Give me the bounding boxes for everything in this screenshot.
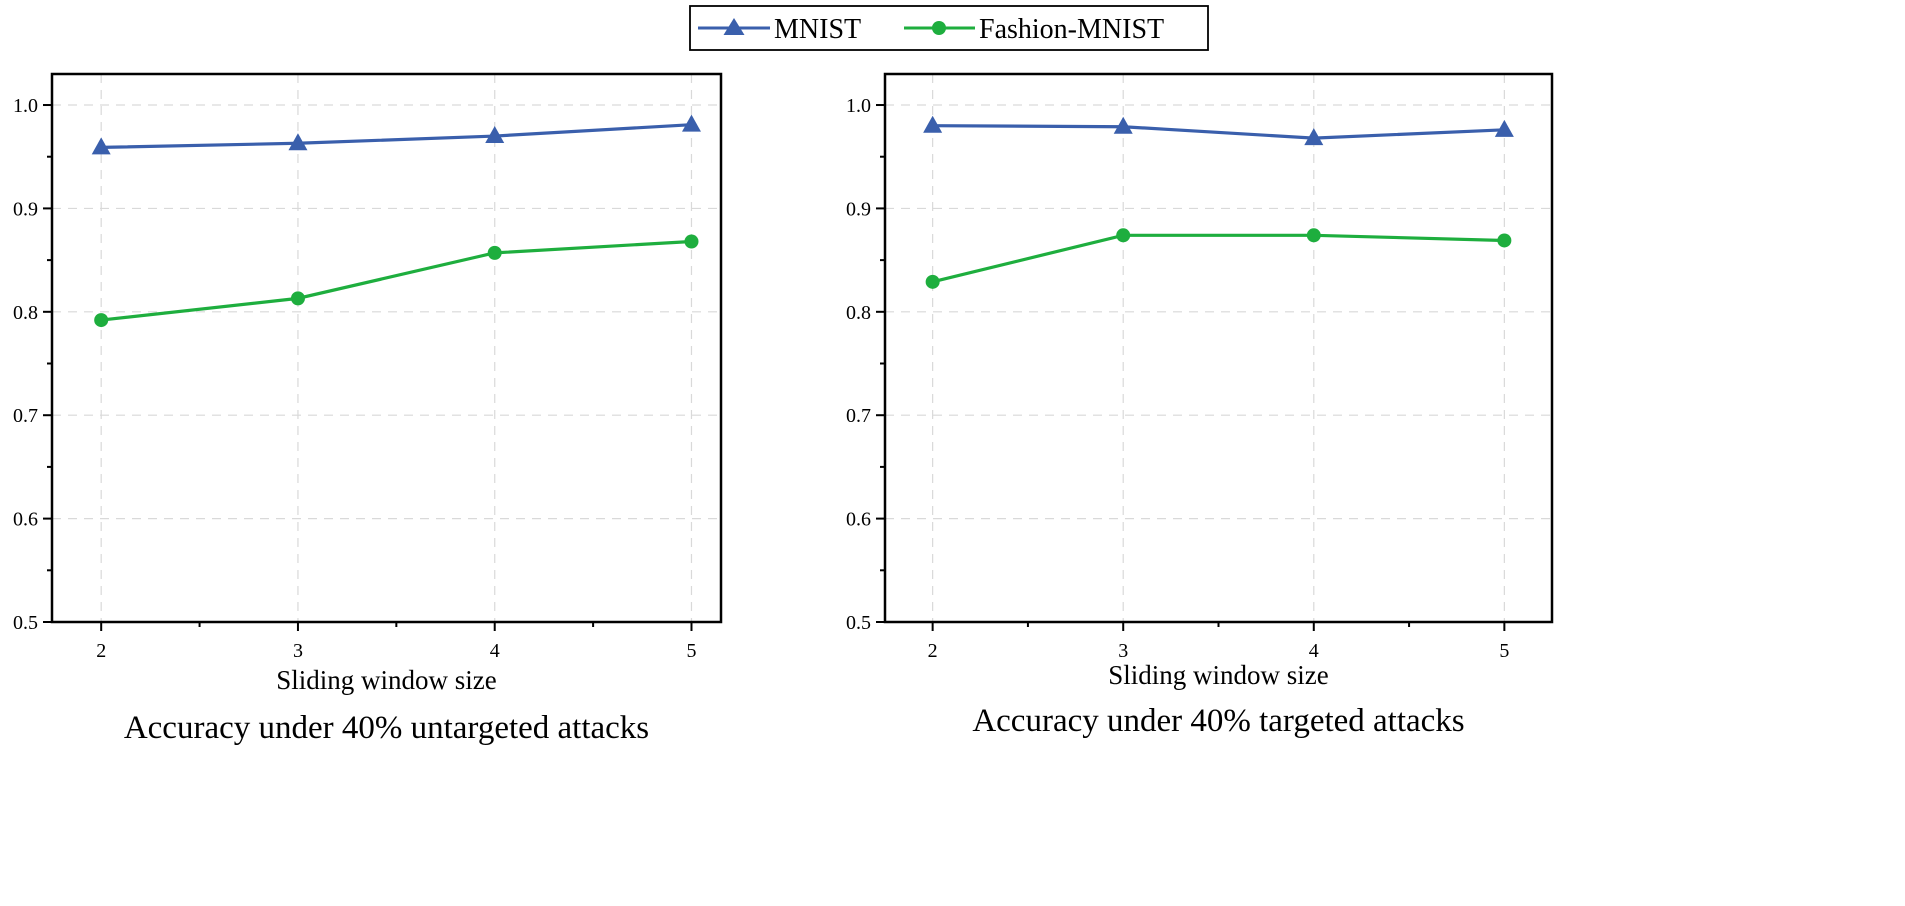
data-point-fashion-mnist: [1497, 233, 1512, 248]
legend-label-mnist: MNIST: [774, 14, 861, 45]
axis-ticks: 2 3 4 5 0.5 0.6 0.7 0.8 0.9 1.0: [13, 95, 696, 662]
series-group: [923, 115, 1514, 289]
y-tick-label: 0.9: [846, 198, 871, 220]
x-tick-label: 4: [1309, 640, 1319, 662]
axis-ticks: 2 3 4 5 0.5 0.6 0.7 0.8 0.9 1.0: [846, 95, 1509, 662]
series-group: [91, 114, 701, 328]
legend-item-mnist: MNIST: [698, 14, 861, 45]
data-point-mnist: [91, 137, 111, 155]
circle-marker-icon: [932, 21, 946, 35]
data-point-fashion-mnist: [684, 234, 699, 249]
y-tick-label: 0.7: [13, 405, 38, 427]
grid: [885, 74, 1552, 622]
data-point-mnist: [681, 114, 701, 132]
data-point-fashion-mnist: [290, 291, 305, 306]
legend-label-fashion-mnist: Fashion-MNIST: [979, 14, 1164, 45]
data-point-mnist: [485, 126, 505, 144]
data-point-mnist: [1494, 119, 1514, 137]
series-line-mnist: [932, 124, 1505, 140]
chart-untargeted: 2 3 4 5 0.5 0.6 0.7 0.8 0.9 1.0 Sliding window si…: [13, 72, 723, 746]
data-point-mnist: [1304, 128, 1324, 146]
x-tick-label: 5: [686, 640, 696, 662]
chart-targeted: 2 3 4 5 0.5 0.6 0.7 0.8 0.9 1.0 Sliding window si…: [846, 72, 1554, 739]
x-axis-label: Sliding window size: [1108, 660, 1329, 690]
x-tick-label: 5: [1499, 640, 1509, 662]
data-point-mnist: [1113, 116, 1133, 134]
data-point-mnist: [923, 115, 943, 133]
legend-item-fashion-mnist: Fashion-MNIST: [904, 14, 1164, 45]
data-point-fashion-mnist: [487, 245, 502, 260]
x-tick-label: 3: [1118, 640, 1128, 662]
series-line-fashion-mnist: [101, 239, 692, 322]
series-line-fashion-mnist: [932, 233, 1505, 284]
x-tick-label: 2: [96, 640, 106, 662]
plot-frame: [883, 72, 1554, 624]
triangle-marker-icon: [723, 18, 745, 35]
grid: [52, 74, 721, 622]
y-tick-label: 1.0: [846, 95, 871, 117]
chart-caption: Accuracy under 40% targeted attacks: [972, 703, 1464, 739]
x-axis-label: Sliding window size: [276, 665, 497, 695]
y-tick-label: 0.6: [846, 509, 871, 531]
data-point-fashion-mnist: [94, 313, 109, 328]
y-tick-label: 0.7: [846, 405, 871, 427]
data-point-mnist: [288, 133, 308, 151]
y-tick-label: 0.5: [13, 612, 38, 634]
chart-caption: Accuracy under 40% untargeted attacks: [124, 710, 649, 746]
y-tick-label: 0.9: [13, 198, 38, 220]
data-point-fashion-mnist: [1306, 228, 1321, 243]
plot-frame: [50, 72, 723, 624]
y-tick-label: 1.0: [13, 95, 38, 117]
x-tick-label: 3: [293, 640, 303, 662]
y-tick-label: 0.6: [13, 509, 38, 531]
x-tick-label: 2: [928, 640, 938, 662]
legend: MNIST Fashion-MNIST: [689, 5, 1209, 51]
data-point-fashion-mnist: [1116, 228, 1131, 243]
data-point-fashion-mnist: [925, 274, 940, 289]
y-tick-label: 0.8: [13, 302, 38, 324]
series-line-mnist: [101, 123, 692, 150]
y-tick-label: 0.8: [846, 302, 871, 324]
y-tick-label: 0.5: [846, 612, 871, 634]
x-tick-label: 4: [490, 640, 500, 662]
